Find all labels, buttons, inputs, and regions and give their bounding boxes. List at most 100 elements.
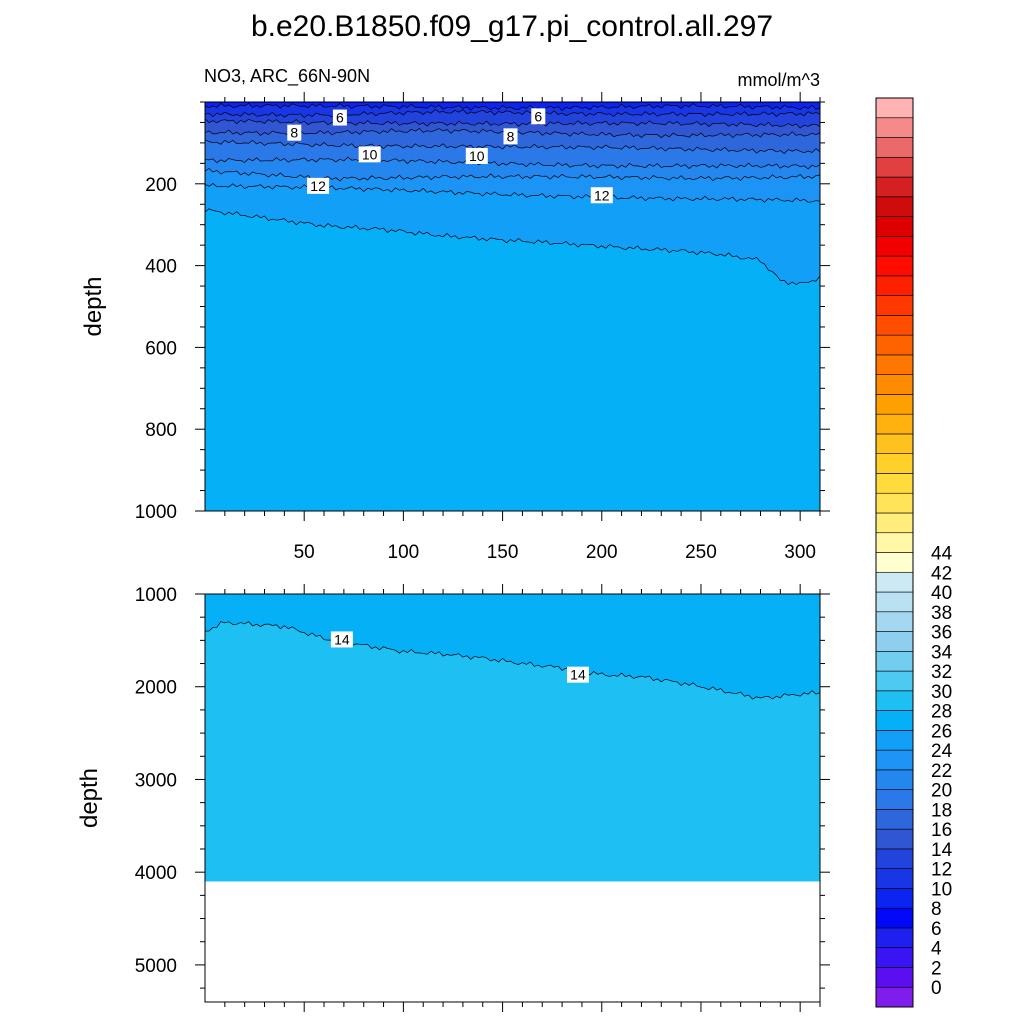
colorbar-swatch: [875, 394, 914, 415]
contour-line: [205, 621, 820, 700]
y-tick-label: 1000: [135, 502, 177, 523]
contour-label-box: [566, 666, 589, 683]
colorbar-tick-label: 34: [931, 642, 953, 663]
colorbar-tick-label: 6: [931, 919, 942, 940]
plot-area: 6 6 8 8 10 10 12 12: [205, 102, 820, 511]
colorbar-swatch: [875, 769, 914, 790]
colorbar-swatch: [875, 117, 914, 138]
colorbar-swatch: [875, 986, 914, 1008]
plot-area: 14 14: [205, 594, 820, 882]
contour-line: [205, 167, 820, 182]
colorbar-tick-label: 18: [931, 800, 952, 821]
colorbar: 0246810121416182022242628303234363840424…: [875, 97, 953, 1008]
colorbar-tick-label: 28: [931, 702, 952, 723]
y-tick-label: 800: [145, 420, 177, 441]
colorbar-tick-label: 10: [931, 879, 952, 900]
contour-line: [205, 156, 820, 170]
colorbar-swatch: [875, 848, 914, 869]
colorbar-tick-label: 8: [931, 899, 942, 920]
y-tick-label: 400: [145, 257, 177, 278]
colorbar-tick-label: 44: [931, 544, 953, 565]
colorbar-swatch: [875, 631, 914, 652]
x-tick-label: 250: [685, 542, 717, 563]
colorbar-swatch: [875, 927, 914, 949]
colorbar-swatch: [875, 552, 914, 573]
colorbar-swatch: [875, 868, 914, 889]
colorbar-swatch: [875, 828, 914, 850]
y-tick-label: 2000: [135, 678, 177, 699]
x-tick-label: 300: [784, 542, 816, 563]
y-tick-label: 600: [145, 338, 177, 359]
contour-label: 14: [570, 667, 586, 683]
colorbar-tick-label: 26: [931, 721, 952, 742]
colorbar-swatch: [875, 413, 914, 435]
contour-label-box: [332, 109, 347, 126]
colorbar-swatch: [875, 809, 914, 830]
contour-label-box: [503, 128, 518, 145]
colorbar-swatch: [875, 156, 914, 178]
colorbar-swatch: [875, 730, 914, 751]
upper-depth-panel: 6 6 8 8 10 10 12 12 50 100 150 200 250 300 200 400 600 80…: [80, 92, 830, 563]
units-label: mmol/m^3: [738, 70, 820, 90]
colorbar-swatch: [875, 512, 914, 534]
y-tick-label: 4000: [135, 863, 177, 884]
x-tick-label: 150: [487, 542, 519, 563]
x-tick-label: 200: [586, 542, 618, 563]
colorbar-tick-label: 42: [931, 563, 952, 584]
colorbar-tick-label: 32: [931, 662, 952, 683]
contour-label-box: [465, 147, 488, 164]
colorbar-swatch: [875, 334, 914, 356]
contour-band: [205, 594, 820, 700]
colorbar-swatch: [875, 453, 914, 474]
contour-label: 14: [334, 631, 350, 647]
colorbar-swatch: [875, 888, 914, 909]
colorbar-tick-label: 22: [931, 761, 952, 782]
colorbar-tick-label: 24: [931, 741, 953, 762]
colorbar-tick-label: 36: [931, 623, 952, 644]
contour-label-box: [287, 124, 302, 141]
colorbar-swatch: [875, 236, 914, 257]
contour-label-box: [330, 631, 353, 648]
colorbar-swatch: [875, 97, 914, 119]
contour-line: [205, 208, 820, 286]
contour-label: 8: [290, 125, 298, 141]
colorbar-tick-label: 30: [931, 682, 952, 703]
lower-depth-panel: 14 14 1000 2000 3000 4000 5000 depth: [76, 584, 830, 1012]
contour-label: 6: [336, 110, 344, 126]
colorbar-swatch: [875, 690, 914, 711]
y-axis-label: depth: [80, 276, 107, 336]
y-axis-label: depth: [76, 768, 103, 828]
variable-label: NO3, ARC_66N-90N: [204, 66, 370, 87]
contour-label: 8: [507, 128, 515, 144]
contour-label: 10: [362, 146, 378, 162]
colorbar-tick-label: 16: [931, 820, 952, 841]
y-tick-label: 1000: [135, 585, 177, 606]
colorbar-swatch: [875, 670, 914, 692]
colorbar-swatch: [875, 651, 914, 672]
colorbar-swatch: [875, 492, 914, 514]
colorbar-tick-label: 12: [931, 860, 952, 881]
colorbar-swatch: [875, 532, 914, 553]
colorbar-swatch: [875, 315, 914, 336]
contour-label: 12: [310, 178, 326, 194]
colorbar-tick-label: 2: [931, 958, 942, 979]
contour-line: [205, 139, 820, 154]
colorbar-swatch: [875, 571, 914, 593]
colorbar-tick-label: 0: [931, 978, 942, 999]
contour-label: 12: [594, 187, 610, 203]
colorbar-swatch: [875, 947, 914, 968]
colorbar-swatch: [875, 789, 914, 810]
colorbar-swatch: [875, 137, 914, 158]
contour-label-box: [590, 187, 613, 204]
colorbar-tick-label: 38: [931, 603, 952, 624]
colorbar-swatch: [875, 749, 914, 771]
x-tick-label: 50: [294, 542, 315, 563]
colorbar-swatch: [875, 176, 914, 198]
colorbar-swatch: [875, 611, 914, 632]
colorbar-swatch: [875, 216, 914, 237]
contour-label: 10: [469, 148, 485, 164]
colorbar-swatch: [875, 255, 914, 277]
colorbar-swatch: [875, 295, 914, 316]
contour-label: 6: [534, 108, 542, 124]
